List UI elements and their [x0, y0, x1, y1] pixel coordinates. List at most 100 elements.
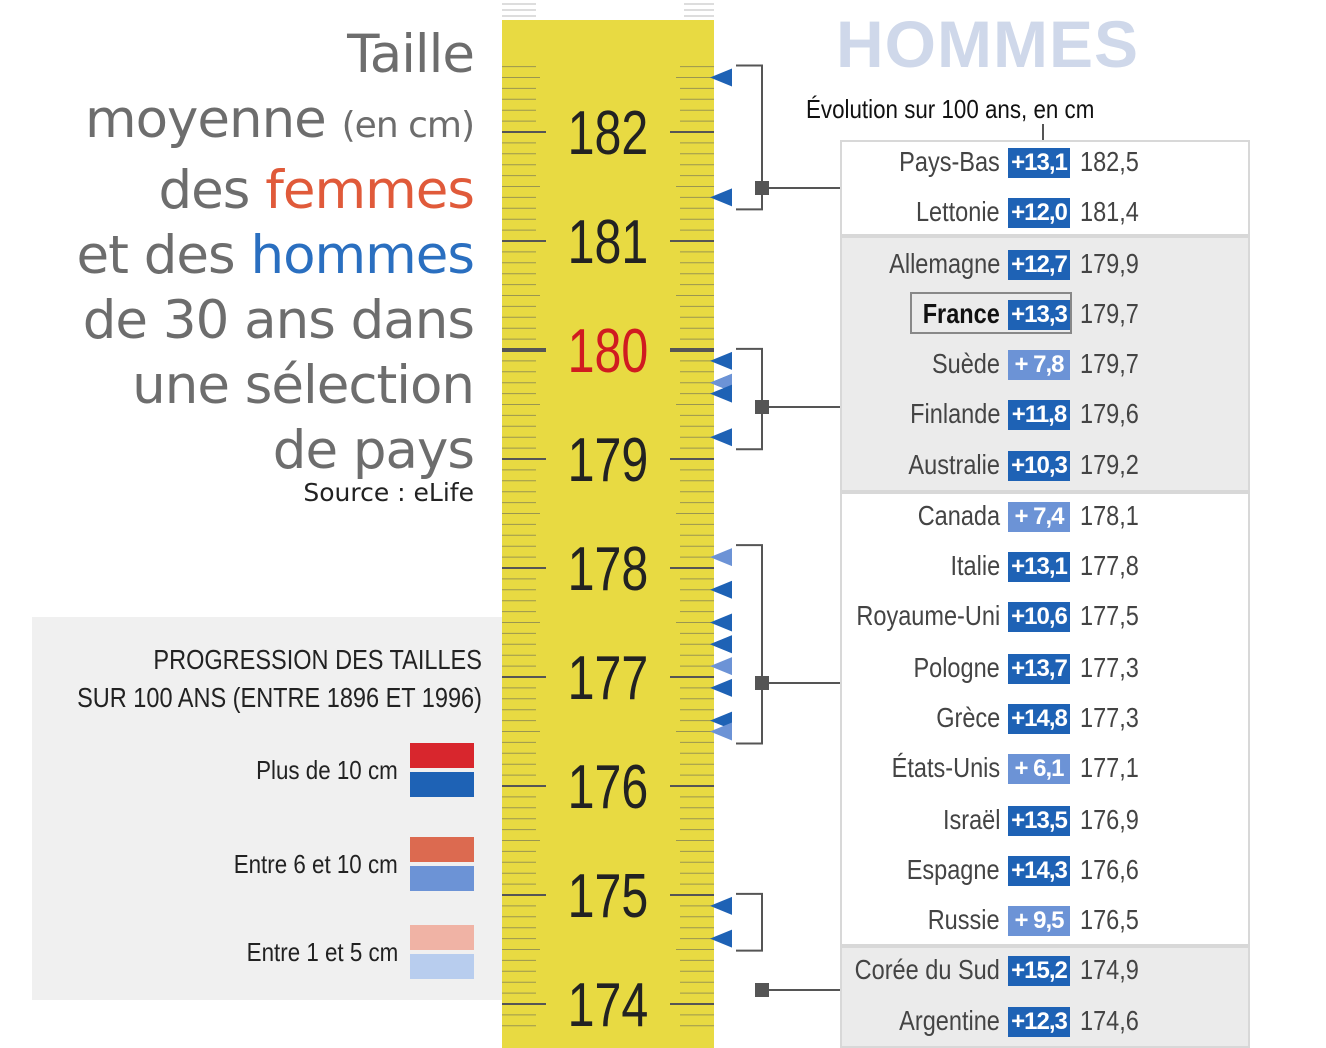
progress-badge: +13,3: [1008, 300, 1070, 330]
country-name: Suède: [931, 348, 1000, 379]
country-name: Canada: [917, 500, 1000, 531]
height-marker: [710, 548, 732, 567]
progress-badge: +13,5: [1008, 806, 1070, 836]
hommes-title: HOMMES: [836, 7, 1139, 81]
progress-badge: + 9,5: [1008, 906, 1070, 936]
country-name: Lettonie: [916, 196, 1000, 227]
swatch-hommes: [410, 866, 474, 891]
legend-panel: PROGRESSION DES TAILLES SUR 100 ANS (ENT…: [32, 617, 502, 1000]
legend-item-1-5: Entre 1 et 5 cm: [222, 925, 474, 979]
height-value: 182,5: [1080, 146, 1139, 177]
country-row: Finlande +11,8 179,6: [840, 390, 1250, 440]
progress-badge: +13,1: [1008, 148, 1070, 178]
height-value: 178,1: [1080, 500, 1139, 531]
progress-badge: +11,8: [1008, 400, 1070, 430]
height-value: 177,3: [1080, 652, 1139, 683]
country-row: États-Unis + 6,1 177,1: [840, 744, 1250, 794]
title-line-2: moyenne (en cm): [77, 87, 475, 158]
height-value: 179,2: [1080, 449, 1139, 480]
height-marker: [710, 580, 732, 599]
swatch-hommes: [410, 954, 474, 979]
country-row: Italie +13,1 177,8: [840, 542, 1250, 592]
title-line-2-unit: (en cm): [341, 105, 475, 146]
country-row: Argentine +12,3 174,6: [840, 997, 1250, 1047]
progress-badge: +12,3: [1008, 1007, 1070, 1037]
progress-badge: +10,6: [1008, 602, 1070, 632]
legend-label: Plus de 10 cm: [256, 754, 398, 785]
country-row: France +13,3 179,7: [840, 290, 1250, 340]
height-value: 179,7: [1080, 348, 1139, 379]
country-row: Allemagne +12,7 179,9: [840, 240, 1250, 290]
legend-label: Entre 6 et 10 cm: [233, 848, 398, 879]
height-marker: [710, 678, 732, 697]
height-value: 177,3: [1080, 702, 1139, 733]
france-highlight-frame: [910, 292, 1072, 334]
country-row: Lettonie +12,0 181,4: [840, 188, 1250, 238]
group-bracket: [736, 347, 763, 451]
progress-badge: +12,0: [1008, 198, 1070, 228]
title-word-femmes: femmes: [265, 160, 475, 221]
title-line-1: Taille: [347, 24, 475, 85]
height-value: 176,9: [1080, 804, 1139, 835]
country-name: Royaume-Uni: [856, 600, 1000, 631]
country-row: Israël +13,5 176,9: [840, 796, 1250, 846]
height-value: 176,5: [1080, 904, 1139, 935]
country-name: Grèce: [935, 702, 1000, 733]
progress-badge: + 7,4: [1008, 502, 1070, 532]
height-value: 177,5: [1080, 600, 1139, 631]
evolution-subtitle: Évolution sur 100 ans, en cm: [806, 94, 1095, 124]
ruler-tick-label: 179: [568, 425, 649, 494]
legend-title-line-2: SUR 100 ANS (ENTRE 1896 ET 1996): [77, 682, 482, 713]
height-value: 177,8: [1080, 550, 1139, 581]
height-value: 179,9: [1080, 248, 1139, 279]
swatch-femmes: [410, 743, 474, 768]
country-name: États-Unis: [891, 752, 1000, 783]
legend-label: Entre 1 et 5 cm: [246, 936, 398, 967]
country-row: Royaume-Uni +10,6 177,5: [840, 592, 1250, 642]
ruler-tick-label: 174: [568, 970, 649, 1039]
country-name: Russie: [928, 904, 1000, 935]
progress-badge: + 6,1: [1008, 754, 1070, 784]
ruler-tick-label: 175: [568, 861, 649, 930]
legend-item-6-10: Entre 6 et 10 cm: [207, 837, 474, 891]
title-line-3: des femmes: [77, 158, 475, 223]
height-marker: [710, 68, 732, 87]
height-marker: [710, 613, 732, 632]
title-line-3-prefix: des: [158, 160, 266, 221]
title-line-4-prefix: et des: [76, 225, 251, 286]
progress-badge: +10,3: [1008, 451, 1070, 481]
swatch-hommes: [410, 772, 474, 797]
height-marker: [710, 657, 732, 676]
progress-badge: +15,2: [1008, 956, 1070, 986]
height-marker: [710, 188, 732, 207]
ruler-tick-label: 177: [568, 643, 649, 712]
country-row: Pays-Bas +13,1 182,5: [840, 138, 1250, 188]
group-bracket: [736, 544, 763, 745]
source-note: Source : eLife: [303, 478, 474, 507]
progress-badge: +14,3: [1008, 856, 1070, 886]
title-line-5: de 30 ans dans: [82, 290, 475, 351]
height-value: 181,4: [1080, 196, 1139, 227]
country-name: Pologne: [913, 652, 1000, 683]
ruler-tick-label: 182: [568, 98, 649, 167]
title-line-7: de pays: [272, 420, 475, 481]
height-marker: [710, 896, 732, 915]
progress-badge: +12,7: [1008, 250, 1070, 280]
height-marker: [710, 428, 732, 447]
bracket-node: [755, 181, 769, 195]
progress-badge: +13,7: [1008, 654, 1070, 684]
country-name: Israël: [942, 804, 1000, 835]
bracket-node: [755, 400, 769, 414]
legend-swatches: [410, 743, 474, 797]
legend-title: PROGRESSION DES TAILLES SUR 100 ANS (ENT…: [77, 641, 482, 717]
country-name: Espagne: [907, 854, 1000, 885]
title-word-hommes: hommes: [250, 225, 475, 286]
group-bracket: [736, 892, 763, 952]
legend-swatches: [410, 837, 474, 891]
height-value: 174,9: [1080, 954, 1139, 985]
bracket-node: [755, 983, 769, 997]
title-line-2-main: moyenne: [84, 89, 327, 150]
country-row: Corée du Sud +15,2 174,9: [840, 946, 1250, 996]
legend-title-line-1: PROGRESSION DES TAILLES: [153, 644, 482, 675]
country-name: Corée du Sud: [854, 954, 1000, 985]
